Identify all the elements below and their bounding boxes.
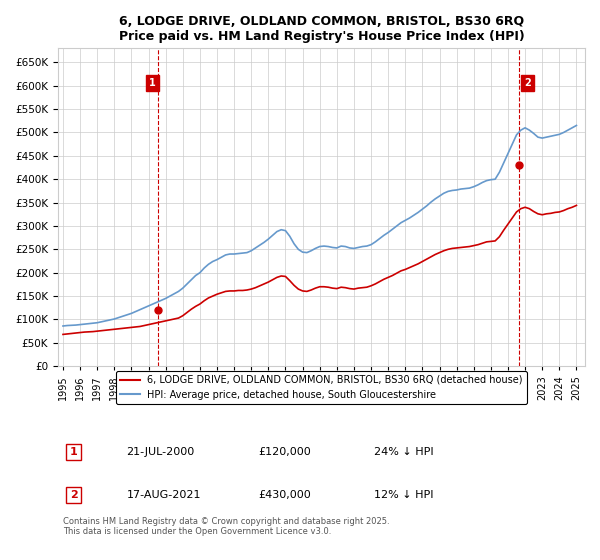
Title: 6, LODGE DRIVE, OLDLAND COMMON, BRISTOL, BS30 6RQ
Price paid vs. HM Land Registr: 6, LODGE DRIVE, OLDLAND COMMON, BRISTOL,… bbox=[119, 15, 524, 43]
Text: 17-AUG-2021: 17-AUG-2021 bbox=[127, 490, 201, 500]
Legend: 6, LODGE DRIVE, OLDLAND COMMON, BRISTOL, BS30 6RQ (detached house), HPI: Average: 6, LODGE DRIVE, OLDLAND COMMON, BRISTOL,… bbox=[116, 371, 527, 404]
Text: 12% ↓ HPI: 12% ↓ HPI bbox=[374, 490, 434, 500]
Text: 2: 2 bbox=[524, 78, 530, 88]
Text: 1: 1 bbox=[70, 447, 77, 457]
Text: 1: 1 bbox=[149, 78, 156, 88]
Text: 24% ↓ HPI: 24% ↓ HPI bbox=[374, 447, 434, 457]
Text: 2: 2 bbox=[70, 490, 77, 500]
Text: 21-JUL-2000: 21-JUL-2000 bbox=[127, 447, 194, 457]
Text: £120,000: £120,000 bbox=[258, 447, 311, 457]
Text: Contains HM Land Registry data © Crown copyright and database right 2025.
This d: Contains HM Land Registry data © Crown c… bbox=[63, 517, 390, 536]
Text: £430,000: £430,000 bbox=[258, 490, 311, 500]
